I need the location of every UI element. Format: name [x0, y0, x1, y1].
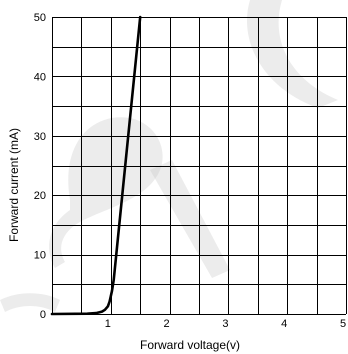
y-tick-label: 10	[34, 250, 46, 262]
x-axis-ticks: 1 2 3 4 5	[105, 318, 346, 330]
x-tick-label: 5	[340, 318, 346, 330]
iv-curve-line	[50, 15, 142, 316]
series-group	[50, 15, 142, 316]
x-axis-label: Forward voltage(v)	[140, 338, 240, 352]
y-axis-label: Forward current (mA)	[7, 128, 21, 242]
y-tick-label: 30	[34, 131, 46, 143]
y-tick-label: 0	[40, 309, 46, 321]
x-tick-label: 1	[105, 318, 111, 330]
grid	[52, 17, 347, 315]
x-tick-label: 3	[222, 318, 228, 330]
x-tick-label: 2	[164, 318, 170, 330]
y-tick-label: 20	[34, 190, 46, 202]
y-axis-ticks: 0 10 20 30 40 50	[34, 12, 46, 321]
y-tick-label: 40	[34, 71, 46, 83]
x-tick-label: 4	[281, 318, 287, 330]
y-tick-label: 50	[34, 12, 46, 24]
